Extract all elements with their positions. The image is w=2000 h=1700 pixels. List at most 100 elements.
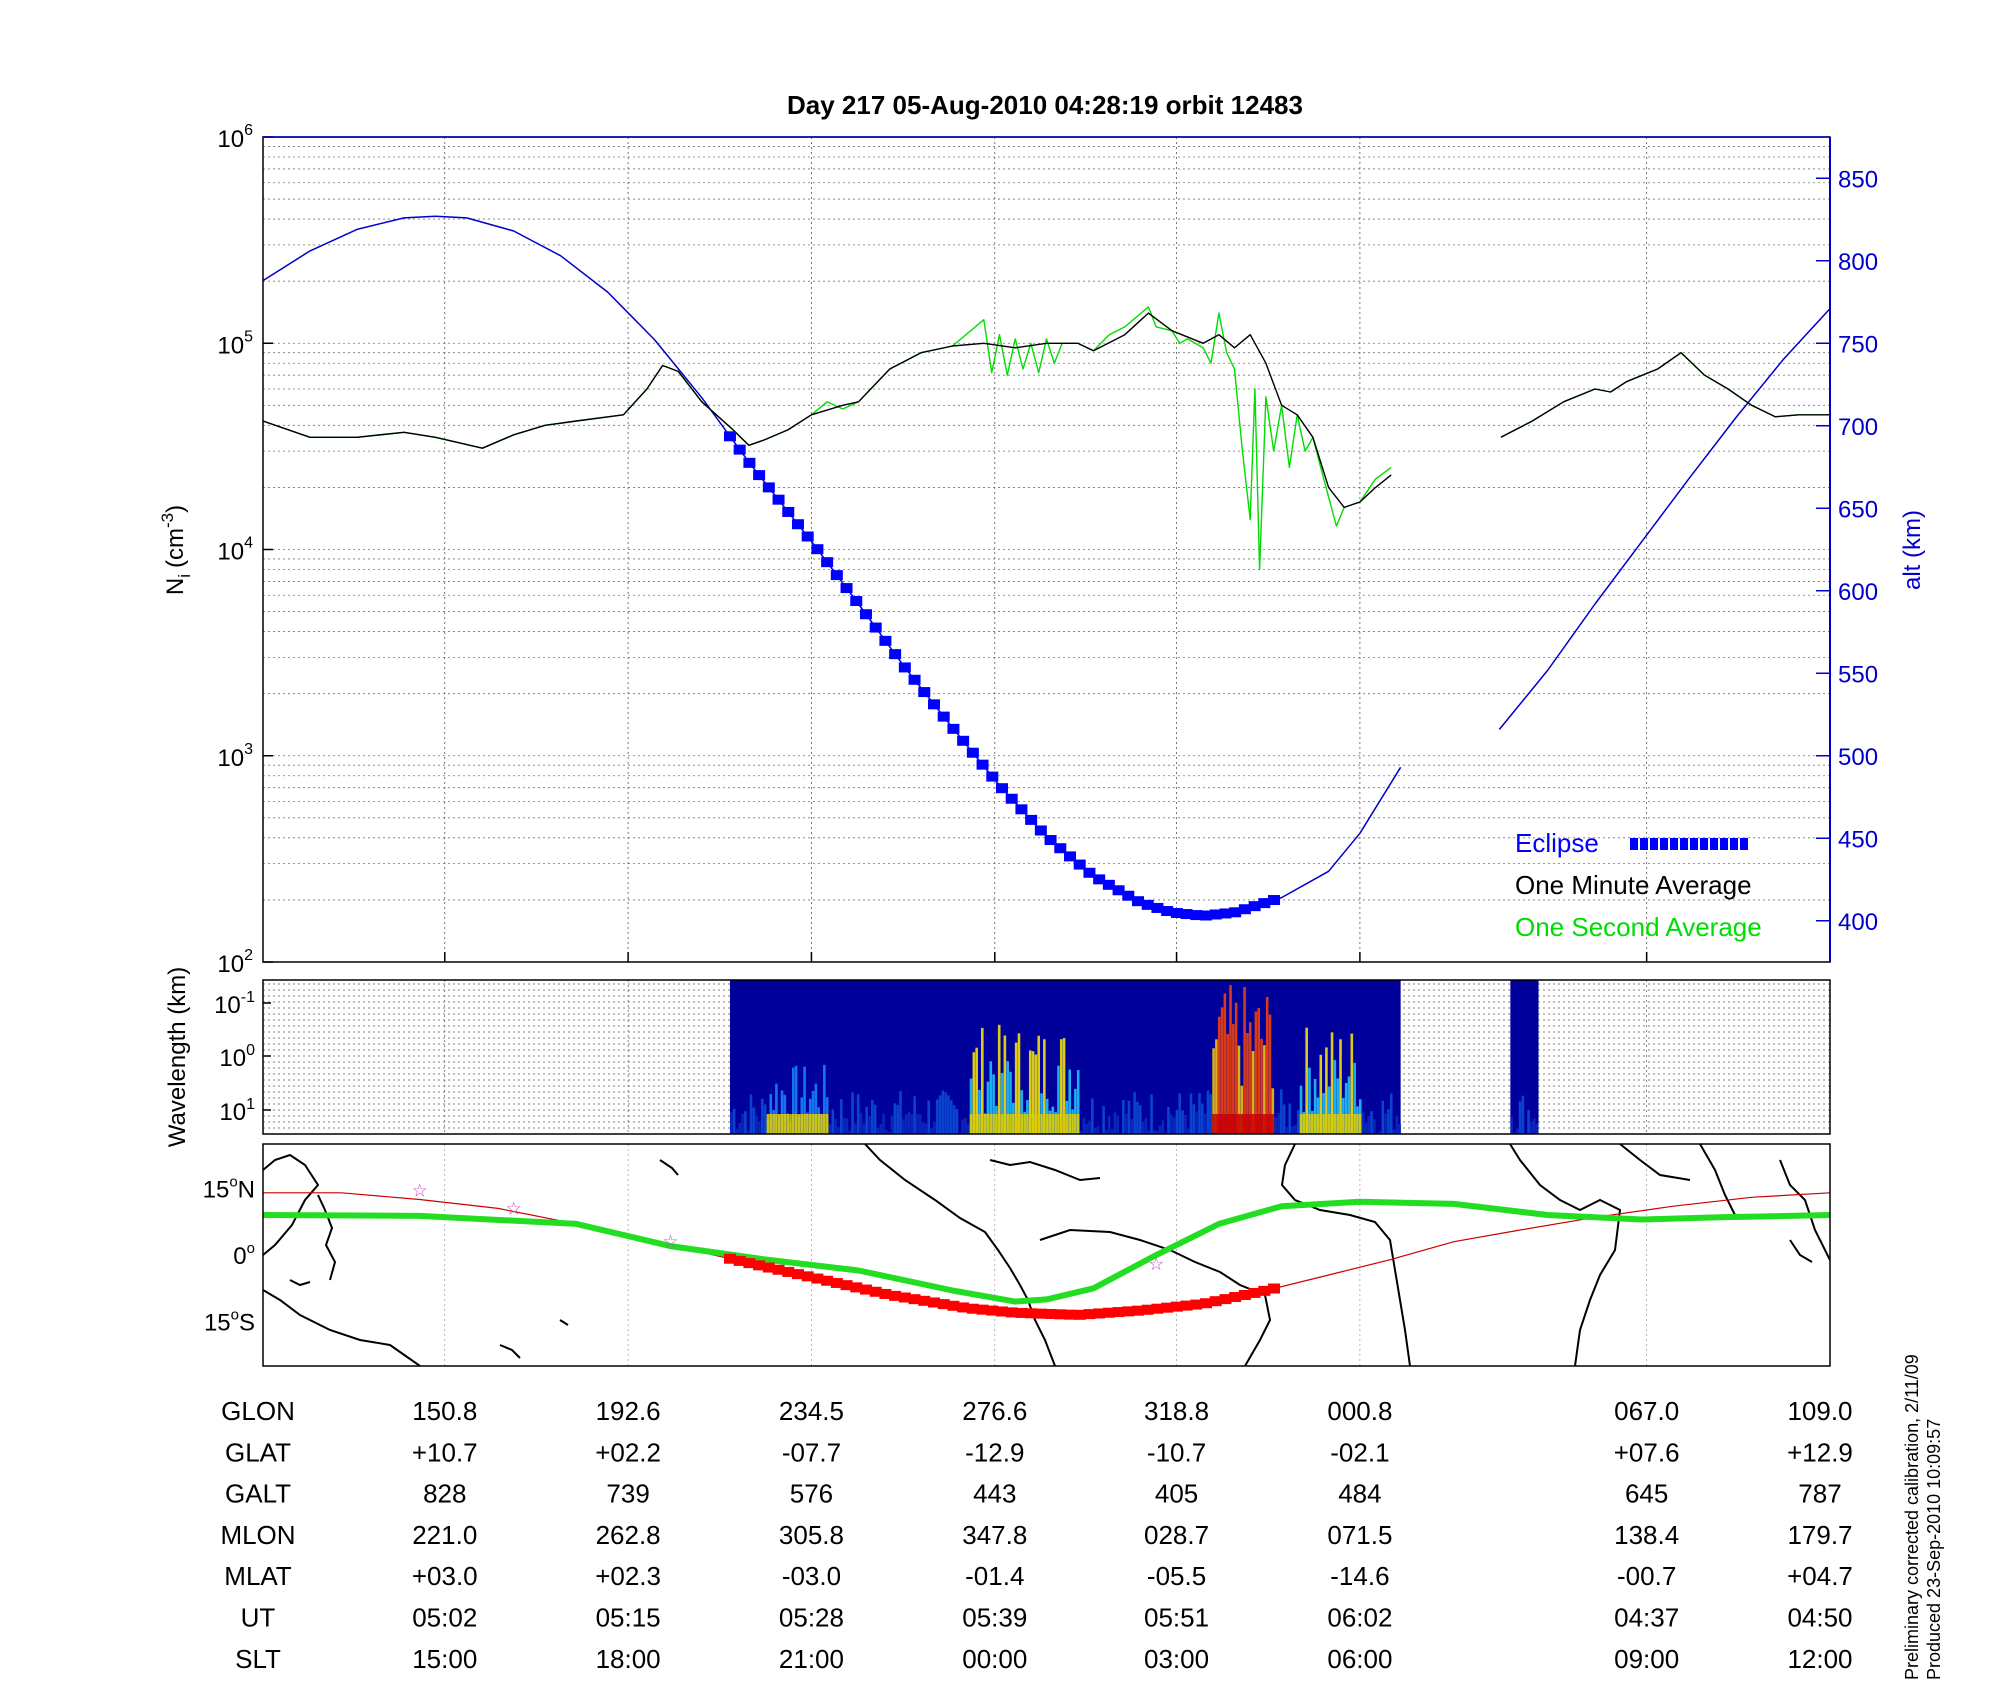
spectrogram-column: [1336, 1078, 1339, 1134]
spectrogram-hot: [1017, 1114, 1021, 1134]
spectrogram-column: [1322, 1093, 1325, 1134]
spectrogram-column: [896, 1104, 899, 1134]
table-cell: 221.0: [412, 1520, 477, 1550]
eclipse-marker: [898, 662, 911, 673]
eclipse-marker: [830, 570, 843, 581]
table-row-label: SLT: [235, 1644, 281, 1674]
spectrogram-hot: [983, 1114, 987, 1134]
spectrogram-column: [1020, 1090, 1024, 1134]
legend-one-minute-label: One Minute Average: [1515, 870, 1752, 900]
table-cell: 109.0: [1787, 1396, 1852, 1426]
spectrogram-column: [811, 1090, 815, 1134]
spectrogram-column: [1373, 1119, 1376, 1134]
spectrogram-hot: [1212, 1114, 1215, 1134]
spectrogram-column: [1333, 1060, 1337, 1134]
table-cell: 03:00: [1144, 1644, 1209, 1674]
spectrogram-column: [1000, 1072, 1004, 1134]
spectrogram-column: [870, 1099, 874, 1134]
coastline-caribbean: [989, 1159, 1101, 1182]
map-frame: [262, 1143, 1831, 1367]
star-marker: ☆: [506, 1198, 522, 1218]
spectrogram-column: [1093, 1127, 1097, 1134]
altitude-line: [1498, 308, 1830, 730]
spectrogram-column: [1350, 1033, 1354, 1134]
spectrogram-hot: [769, 1114, 773, 1134]
spectrogram-tick-label: 10-1: [214, 989, 255, 1019]
spectrogram-column: [1192, 1104, 1196, 1134]
spectrogram-column: [1308, 1067, 1311, 1134]
spectrogram-hot: [986, 1114, 990, 1134]
spectrogram-column: [1136, 1101, 1139, 1134]
table-cell: 06:02: [1327, 1603, 1392, 1633]
spectrogram-column: [955, 1109, 959, 1134]
spectrogram-column: [1006, 1061, 1009, 1134]
spectrogram-hot: [1026, 1114, 1029, 1134]
spectrogram-column: [1079, 1131, 1083, 1134]
spectrogram-hot: [1344, 1114, 1348, 1134]
spectrogram-hot: [1268, 1114, 1272, 1134]
track-eclipse-marker: [879, 1288, 892, 1299]
spectrogram-column: [978, 1089, 981, 1134]
coastline-southeast-asia: [1779, 1159, 1830, 1261]
spectrogram-hot: [972, 1114, 976, 1134]
spectrogram-column: [1201, 1103, 1204, 1134]
spectrogram-column: [1122, 1099, 1125, 1134]
track-eclipse-marker: [1044, 1308, 1057, 1319]
spectrogram-column: [907, 1111, 911, 1134]
spectrogram-column: [1364, 1122, 1368, 1134]
spectrogram-column: [876, 1127, 880, 1134]
spectrogram-column: [1181, 1110, 1184, 1134]
coastline-papua: [263, 1153, 320, 1256]
spectrogram-hot: [1003, 1114, 1007, 1134]
track-eclipse-marker: [947, 1300, 960, 1311]
table-cell: 028.7: [1144, 1520, 1209, 1550]
star-marker: ☆: [1148, 1254, 1164, 1274]
spectrogram-hot: [1254, 1114, 1258, 1134]
legend-one-second-label: One Second Average: [1515, 912, 1762, 942]
table-cell: 234.5: [779, 1396, 844, 1426]
spectrogram-column: [837, 1127, 840, 1134]
coastline-islands-4: [659, 1159, 679, 1176]
spectrogram-column: [1299, 1085, 1303, 1134]
spectrogram-column: [1234, 1002, 1238, 1134]
legend-eclipse-swatch: [1630, 838, 1748, 850]
lat-tick-label: 15oS: [204, 1307, 255, 1337]
left-tick-label: 103: [217, 741, 253, 772]
table-cell: +02.3: [595, 1561, 661, 1591]
spectrogram-column: [1124, 1113, 1128, 1134]
spectrogram-column: [1532, 1118, 1536, 1134]
table-cell: 18:00: [596, 1644, 661, 1674]
spectrogram-column: [1161, 1120, 1165, 1134]
spectrogram-column: [1339, 1039, 1342, 1134]
spectrogram-hot: [1074, 1114, 1077, 1134]
spectrogram-hot: [1248, 1114, 1252, 1134]
spectrogram-column: [1178, 1093, 1182, 1134]
spectrogram-hot: [975, 1114, 978, 1134]
spectrogram-column: [839, 1099, 843, 1134]
spectrogram-column: [792, 1067, 795, 1134]
spectrogram-column: [1059, 1039, 1063, 1134]
coastline-australia: [263, 1289, 421, 1366]
spectrogram-hot: [995, 1114, 998, 1134]
spectrogram-hot: [1071, 1114, 1074, 1134]
legend-eclipse-square: [1630, 838, 1638, 850]
eclipse-marker: [1248, 901, 1261, 912]
spectrogram-column: [1195, 1111, 1198, 1134]
spectrogram-hot: [969, 1114, 973, 1134]
spectrogram-column: [1268, 1014, 1272, 1134]
spectrogram-column: [1277, 1112, 1280, 1134]
coastlines: [263, 1144, 1830, 1366]
spectrogram-column: [1395, 1115, 1399, 1134]
spectrogram-column: [879, 1123, 883, 1134]
eclipse-marker: [1258, 898, 1271, 909]
table-cell: 179.7: [1787, 1520, 1852, 1550]
legend-eclipse-square: [1680, 838, 1688, 850]
spectrogram-column: [842, 1118, 846, 1134]
right-tick-label: 450: [1838, 826, 1878, 853]
spectrogram-ticks: 10-1 100 101: [214, 989, 271, 1126]
eclipse-marker: [859, 609, 872, 620]
track-eclipse-marker: [1161, 1302, 1174, 1313]
track-eclipse-marker: [1073, 1309, 1086, 1320]
spectrogram-column: [972, 1052, 976, 1134]
